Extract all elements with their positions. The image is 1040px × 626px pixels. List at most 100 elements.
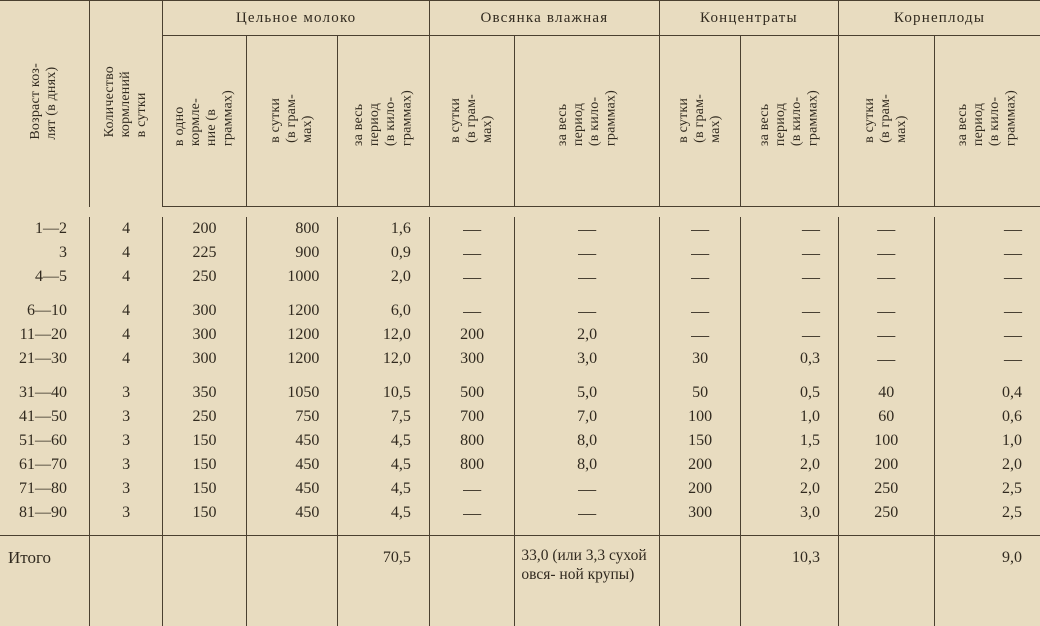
table-cell: —: [741, 299, 839, 323]
table-cell: 750: [246, 405, 338, 429]
table-cell: 12,0: [338, 347, 430, 371]
table-cell: 5,0: [515, 381, 660, 405]
table-cell: 300: [429, 347, 514, 371]
table-cell: 81—90: [0, 501, 90, 525]
table-cell: 800: [246, 217, 338, 241]
table-cell: 2,0: [338, 265, 430, 289]
table-cell: 61—70: [0, 453, 90, 477]
table-cell: 12,0: [338, 323, 430, 347]
table-cell: 450: [246, 501, 338, 525]
table-cell: —: [515, 501, 660, 525]
totals-cell: [246, 536, 338, 626]
table-cell: 40: [838, 381, 934, 405]
totals-cell: [659, 536, 740, 626]
table-cell: 300: [163, 347, 246, 371]
table-cell: 150: [659, 429, 740, 453]
table-cell: 4: [90, 347, 163, 371]
table-cell: 11—20: [0, 323, 90, 347]
table-cell: 7,0: [515, 405, 660, 429]
table-row: 51—6031504504,58008,01501,51001,0: [0, 429, 1040, 453]
table-row: 41—5032507507,57007,01001,0600,6: [0, 405, 1040, 429]
col-header-feedings: Количество кормлений в сутки: [90, 1, 163, 207]
table-cell: 150: [163, 501, 246, 525]
table-cell: —: [838, 299, 934, 323]
table-row: 31—403350105010,55005,0500,5400,4: [0, 381, 1040, 405]
table-row: 6—10430012006,0——————: [0, 299, 1040, 323]
table-cell: 1200: [246, 323, 338, 347]
table-cell: —: [838, 217, 934, 241]
group-header-oat: Овсянка влажная: [429, 1, 659, 36]
table-cell: 10,5: [338, 381, 430, 405]
table-cell: 3: [90, 501, 163, 525]
table-cell: 100: [838, 429, 934, 453]
table-cell: 1200: [246, 347, 338, 371]
table-cell: —: [515, 477, 660, 501]
table-cell: 800: [429, 429, 514, 453]
totals-cell: 70,5: [338, 536, 430, 626]
table-cell: 31—40: [0, 381, 90, 405]
table-cell: 300: [163, 323, 246, 347]
table-cell: —: [515, 265, 660, 289]
table-cell: 2,5: [934, 501, 1040, 525]
col-header-age-text: Возраст коз- лят (в днях): [28, 57, 60, 146]
table-cell: 4: [90, 241, 163, 265]
table-cell: —: [659, 265, 740, 289]
table-cell: —: [741, 217, 839, 241]
totals-cell: [163, 536, 246, 626]
table-cell: 30: [659, 347, 740, 371]
col-header-oat-per-period: за весь период (в кило- граммах): [515, 36, 660, 207]
table-cell: —: [741, 323, 839, 347]
feeding-schedule-table: Возраст коз- лят (в днях) Количество кор…: [0, 0, 1040, 583]
table-cell: 6,0: [338, 299, 430, 323]
table-cell: 1,6: [338, 217, 430, 241]
table-cell: 3,0: [515, 347, 660, 371]
table-cell: —: [741, 241, 839, 265]
table-cell: —: [934, 241, 1040, 265]
col-header-milk-per-feed: в одно кормле- ние (в граммах): [163, 36, 246, 207]
col-header-feedings-text: Количество кормлений в сутки: [102, 60, 150, 143]
table-cell: 450: [246, 477, 338, 501]
table-cell: —: [429, 299, 514, 323]
table-cell: —: [659, 241, 740, 265]
table-cell: 60: [838, 405, 934, 429]
table-cell: 7,5: [338, 405, 430, 429]
totals-cell: 33,0 (или 3,3 сухой овся- ной крупы): [515, 536, 660, 626]
table-cell: 3: [90, 381, 163, 405]
totals-cell: 9,0: [934, 536, 1040, 626]
table-cell: 250: [163, 265, 246, 289]
table-cell: 3: [90, 405, 163, 429]
table-cell: 250: [163, 405, 246, 429]
table-cell: 4,5: [338, 477, 430, 501]
table-cell: 4: [90, 265, 163, 289]
table-row: 342259000,9——————: [0, 241, 1040, 265]
col-header-milk-per-period: за весь период (в кило- граммах): [338, 36, 430, 207]
totals-cell: 10,3: [741, 536, 839, 626]
table-cell: 3: [90, 453, 163, 477]
totals-cell: Итого: [0, 536, 90, 626]
table-body: 1—242008001,6——————342259000,9——————4—54…: [0, 207, 1040, 626]
table-cell: 100: [659, 405, 740, 429]
table-cell: 0,4: [934, 381, 1040, 405]
table-cell: 0,3: [741, 347, 839, 371]
table-row: [0, 289, 1040, 299]
table-cell: 225: [163, 241, 246, 265]
table-cell: 200: [163, 217, 246, 241]
col-header-oat-per-day: в сутки (в грам- мах): [429, 36, 514, 207]
table-cell: 2,0: [934, 453, 1040, 477]
table-cell: 3: [90, 477, 163, 501]
table-row: 21—304300120012,03003,0300,3——: [0, 347, 1040, 371]
table-cell: 8,0: [515, 429, 660, 453]
table-cell: 2,0: [741, 477, 839, 501]
table-cell: —: [838, 323, 934, 347]
totals-row: Итого 70,5 33,0 (или 3,3 сухой овся- ной к…: [0, 536, 1040, 626]
table-cell: —: [741, 265, 839, 289]
table-cell: 500: [429, 381, 514, 405]
table-row: 4—5425010002,0——————: [0, 265, 1040, 289]
table-cell: 450: [246, 429, 338, 453]
col-header-root-per-period: за весь период (в кило- граммах): [934, 36, 1040, 207]
group-header-root: Корнеплоды: [838, 1, 1040, 36]
table-cell: 3,0: [741, 501, 839, 525]
table-cell: 21—30: [0, 347, 90, 371]
table-row: 71—8031504504,5——2002,02502,5: [0, 477, 1040, 501]
col-header-age: Возраст коз- лят (в днях): [0, 1, 90, 207]
